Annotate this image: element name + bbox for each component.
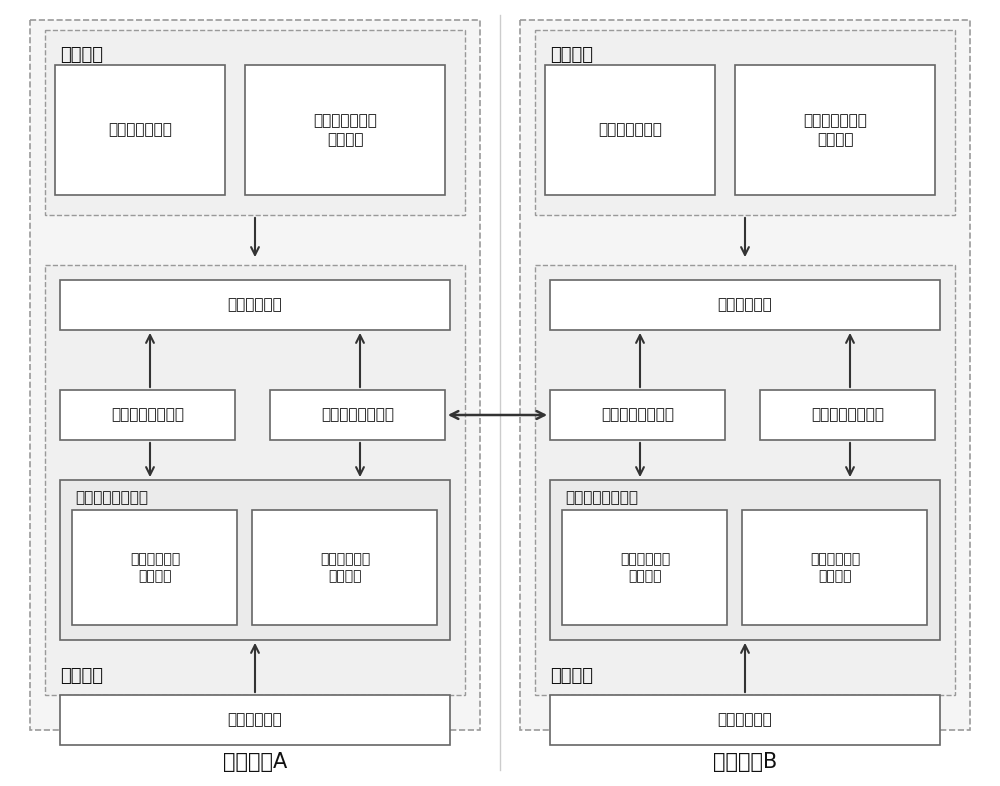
Text: 应用节点: 应用节点 [550, 46, 593, 64]
Bar [550, 695, 940, 745]
Text: 广域订阅客户端: 广域订阅客户端 [108, 123, 172, 138]
Text: 代理节点: 代理节点 [550, 667, 593, 685]
Bar [55, 65, 225, 195]
Bar [760, 390, 935, 440]
Text: 本地订阅信息
共享内存: 本地订阅信息 共享内存 [130, 553, 180, 584]
Text: 订阅信息检测: 订阅信息检测 [718, 712, 772, 728]
Bar [60, 280, 450, 330]
Text: 订阅信息同步: 订阅信息同步 [228, 297, 282, 313]
Bar [520, 20, 970, 730]
Bar [60, 695, 450, 745]
Bar [252, 510, 437, 625]
Text: 调度机构A: 调度机构A [223, 752, 287, 772]
Text: 应用节点: 应用节点 [60, 46, 103, 64]
Text: 本地订阅处理模块: 本地订阅处理模块 [112, 407, 184, 423]
Text: 订阅信息共享内存: 订阅信息共享内存 [75, 490, 148, 505]
Bar [60, 390, 235, 440]
Text: 广域订阅客户端: 广域订阅客户端 [598, 123, 662, 138]
Bar [30, 20, 480, 730]
Text: 本地订阅信息
共享内存: 本地订阅信息 共享内存 [620, 553, 670, 584]
Text: 订阅信息同步: 订阅信息同步 [718, 297, 772, 313]
Bar [535, 30, 955, 215]
Text: 广域订阅信息
共享内存: 广域订阅信息 共享内存 [320, 553, 370, 584]
Text: 订阅信息检测: 订阅信息检测 [228, 712, 282, 728]
Bar [550, 280, 940, 330]
Bar [45, 30, 465, 215]
Bar [735, 65, 935, 195]
Text: 订阅信息共享内存: 订阅信息共享内存 [565, 490, 638, 505]
Text: 本地订阅处理模块: 本地订阅处理模块 [812, 407, 885, 423]
Text: 客户端订阅信息
共享内存: 客户端订阅信息 共享内存 [313, 113, 377, 147]
Bar [270, 390, 445, 440]
Bar [45, 265, 465, 695]
Bar [60, 480, 450, 640]
Text: 调度机构B: 调度机构B [713, 752, 777, 772]
Bar [562, 510, 727, 625]
Bar [545, 65, 715, 195]
Bar [72, 510, 237, 625]
Bar [550, 480, 940, 640]
Text: 代理节点: 代理节点 [60, 667, 103, 685]
Text: 广域订阅信息
共享内存: 广域订阅信息 共享内存 [810, 553, 860, 584]
Bar [245, 65, 445, 195]
Text: 广域订阅处理模块: 广域订阅处理模块 [602, 407, 674, 423]
Text: 广域订阅处理模块: 广域订阅处理模块 [322, 407, 394, 423]
Bar [742, 510, 927, 625]
Text: 客户端订阅信息
共享内存: 客户端订阅信息 共享内存 [803, 113, 867, 147]
Bar [550, 390, 725, 440]
Bar [535, 265, 955, 695]
